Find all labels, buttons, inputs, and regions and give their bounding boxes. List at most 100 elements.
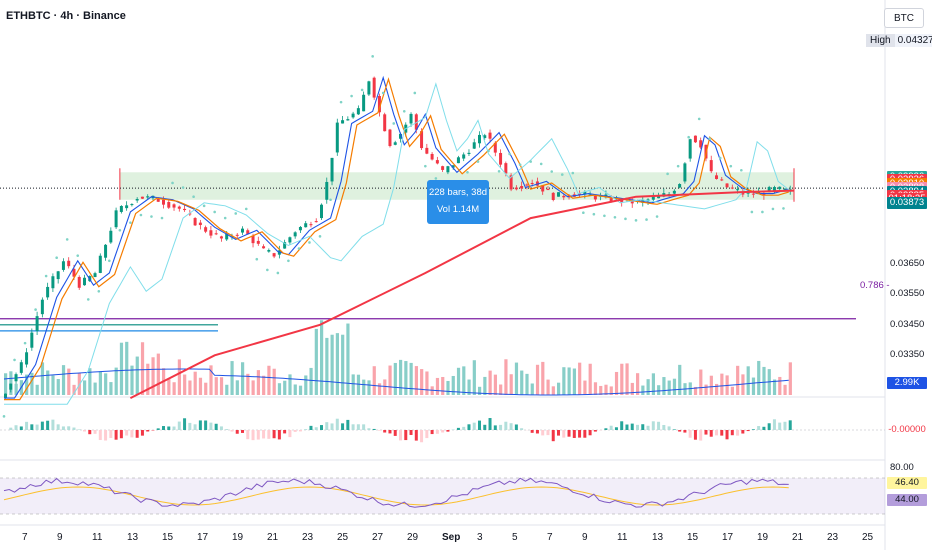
macd-bar	[693, 430, 697, 440]
volume-bar	[67, 368, 71, 395]
macd-bar	[435, 430, 439, 434]
psar-dot	[297, 247, 301, 250]
psar-dot	[34, 308, 37, 311]
macd-bar	[409, 430, 413, 435]
candle-body	[651, 196, 655, 200]
macd-bar	[551, 430, 555, 442]
macd-bar	[583, 430, 587, 438]
candle-body	[751, 193, 755, 195]
volume-bar	[56, 379, 60, 395]
candle-body	[762, 193, 766, 196]
macd-bar	[620, 421, 624, 430]
volume-bar	[30, 372, 34, 395]
psar-dot	[718, 156, 722, 160]
volume-bar	[472, 360, 476, 395]
candle-body	[351, 113, 355, 118]
volume-bar	[646, 379, 650, 395]
psar-dot	[740, 168, 743, 172]
separator-dot-1: ·	[53, 10, 58, 22]
macd-bar	[456, 427, 460, 430]
volume-bar	[346, 323, 350, 395]
timeframe-label[interactable]: 4h	[60, 10, 74, 22]
x-axis-label: 23	[302, 532, 314, 543]
volume-bar	[662, 377, 666, 395]
macd-bar	[572, 430, 576, 438]
macd-bar	[662, 424, 666, 430]
candle-body	[467, 152, 471, 154]
psar-dot	[86, 298, 90, 301]
macd-bar	[241, 430, 244, 433]
volume-ma-line	[3, 368, 789, 396]
volume-bar	[414, 366, 418, 395]
psar-dot	[371, 55, 374, 58]
macd-bar	[146, 430, 150, 432]
psar-dot	[645, 218, 648, 221]
psar-dot	[402, 109, 406, 113]
candle-body	[472, 142, 476, 149]
volume-bar	[614, 371, 619, 395]
macd-bar	[377, 430, 381, 431]
candle-body	[709, 160, 713, 172]
psar-dot	[139, 213, 143, 217]
macd-bar	[499, 424, 503, 430]
macd-bar	[562, 430, 566, 438]
volume-bar	[367, 380, 371, 395]
macd-bar	[51, 419, 55, 430]
volume-bar	[551, 386, 555, 395]
candle-body	[293, 232, 297, 237]
x-axis-label: 15	[162, 532, 174, 543]
candle-body	[551, 192, 555, 200]
candle-body	[430, 153, 434, 160]
candle-body	[40, 299, 44, 315]
macd-bar	[646, 425, 650, 430]
volume-bar	[125, 341, 129, 395]
psar-dot	[266, 268, 269, 272]
candle-body	[246, 230, 250, 235]
currency-button[interactable]: BTC	[884, 8, 924, 28]
x-axis-label: 19	[757, 532, 769, 543]
candle-body	[356, 108, 360, 115]
psar-dot	[308, 241, 311, 244]
volume-bar	[451, 375, 455, 395]
candle-body	[362, 94, 366, 112]
candle-body	[125, 205, 129, 209]
volume-bar	[198, 377, 203, 395]
high-value: 0.04327	[894, 34, 932, 47]
volume-bar	[399, 359, 403, 395]
candle-body	[241, 228, 244, 233]
macd-bar	[162, 426, 165, 430]
macd-bar	[504, 421, 508, 430]
macd-bar	[530, 430, 534, 433]
volume-bar	[283, 380, 287, 395]
volume-bar	[61, 365, 66, 395]
candle-body	[225, 233, 229, 240]
volume-bar	[667, 380, 671, 395]
volume-bar	[509, 374, 513, 395]
y-axis-tick: 0.03450	[890, 319, 925, 330]
volume-bar	[578, 362, 582, 395]
candle-body	[778, 186, 782, 190]
psar-dot	[129, 221, 132, 224]
psar-dot	[592, 212, 596, 216]
volume-bar	[172, 382, 176, 395]
macd-bar	[61, 426, 65, 430]
macd-bar	[40, 421, 44, 430]
macd-bar	[557, 430, 560, 436]
candle-body	[346, 119, 350, 121]
psar-dot	[466, 170, 469, 174]
volume-bar	[119, 342, 124, 395]
macd-bar	[467, 424, 471, 430]
volume-bar	[730, 386, 734, 395]
psar-dot	[634, 219, 638, 222]
candle-body	[672, 190, 676, 194]
candle-body	[77, 277, 81, 288]
psar-dot	[65, 238, 69, 241]
psar-dot	[150, 215, 153, 218]
candle-body	[130, 204, 134, 206]
psar-dot	[424, 164, 427, 168]
psar-dot	[13, 358, 16, 362]
candle-body	[546, 189, 550, 191]
macd-bar	[720, 430, 724, 436]
volume-bar	[657, 385, 661, 395]
